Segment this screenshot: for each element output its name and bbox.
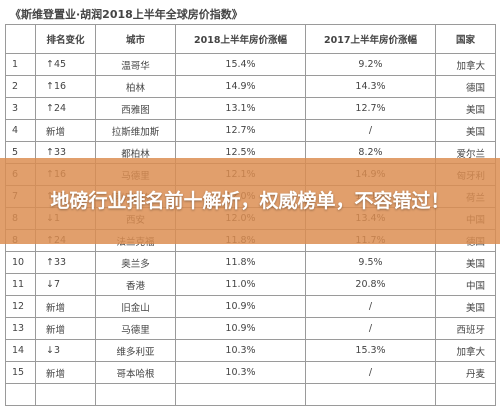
cell-rank xyxy=(5,383,36,406)
cell-country: 美国 xyxy=(435,97,496,120)
cell-h1-2018: 13.1% xyxy=(175,97,306,120)
cell-rank-change: ↑16 xyxy=(35,75,96,98)
cell-rank-change: 新增 xyxy=(35,119,96,142)
cell-h1-2018: 10.9% xyxy=(175,295,306,318)
cell-city: 西雅图 xyxy=(95,97,176,120)
cell-city: 柏林 xyxy=(95,75,176,98)
cell-rank-change: ↑33 xyxy=(35,251,96,274)
headline-banner: 地磅行业排名前十解析，权威榜单，不容错过！ xyxy=(0,158,500,244)
cell-city: 奥兰多 xyxy=(95,251,176,274)
cell-rank-change: 新增 xyxy=(35,317,96,340)
cell-city xyxy=(95,383,176,406)
cell-h1-2018: 11.0% xyxy=(175,273,306,296)
cell-h1-2017: / xyxy=(305,317,436,340)
cell-rank-change: ↑24 xyxy=(35,97,96,120)
table-row: 11 ↓7 香港 11.0% 20.8% 中国 xyxy=(5,273,496,296)
cell-country: 西班牙 xyxy=(435,317,496,340)
cell-country: 加拿大 xyxy=(435,339,496,362)
cell-city: 马德里 xyxy=(95,317,176,340)
cell-h1-2017: / xyxy=(305,361,436,384)
header-rank-change: 排名变化 xyxy=(35,24,96,54)
table-row: 13 新增 马德里 10.9% / 西班牙 xyxy=(5,317,496,340)
cell-rank-change: ↑45 xyxy=(35,53,96,76)
cell-city: 香港 xyxy=(95,273,176,296)
cell-h1-2018: 10.9% xyxy=(175,317,306,340)
table-row: 4 新增 拉斯维加斯 12.7% / 美国 xyxy=(5,119,496,142)
cell-h1-2017 xyxy=(305,383,436,406)
cell-rank: 14 xyxy=(5,339,36,362)
cell-h1-2017: 12.7% xyxy=(305,97,436,120)
header-rank xyxy=(5,24,36,54)
header-h1-2018: 2018上半年房价涨幅 xyxy=(175,24,306,54)
table-row xyxy=(5,383,496,406)
cell-city: 哥本哈根 xyxy=(95,361,176,384)
cell-rank: 10 xyxy=(5,251,36,274)
cell-h1-2017: 15.3% xyxy=(305,339,436,362)
cell-rank: 13 xyxy=(5,317,36,340)
cell-h1-2018: 14.9% xyxy=(175,75,306,98)
cell-h1-2018 xyxy=(175,383,306,406)
headline-text: 地磅行业排名前十解析，权威榜单，不容错过！ xyxy=(50,189,450,212)
cell-rank-change xyxy=(35,383,96,406)
header-city: 城市 xyxy=(95,24,176,54)
cell-rank-change: ↓3 xyxy=(35,339,96,362)
cell-rank-change: ↓7 xyxy=(35,273,96,296)
cell-h1-2018: 11.8% xyxy=(175,251,306,274)
table-row: 10 ↑33 奥兰多 11.8% 9.5% 美国 xyxy=(5,251,496,274)
cell-h1-2018: 15.4% xyxy=(175,53,306,76)
cell-country: 中国 xyxy=(435,273,496,296)
cell-rank: 12 xyxy=(5,295,36,318)
table-row: 1 ↑45 温哥华 15.4% 9.2% 加拿大 xyxy=(5,53,496,76)
cell-h1-2017: / xyxy=(305,295,436,318)
cell-rank: 11 xyxy=(5,273,36,296)
header-h1-2017: 2017上半年房价涨幅 xyxy=(305,24,436,54)
table-row: 14 ↓3 维多利亚 10.3% 15.3% 加拿大 xyxy=(5,339,496,362)
cell-h1-2017: 14.3% xyxy=(305,75,436,98)
cell-rank-change: 新增 xyxy=(35,295,96,318)
document-title: 《斯维登置业·胡润2018上半年全球房价指数》 xyxy=(10,8,243,21)
cell-country: 美国 xyxy=(435,119,496,142)
cell-h1-2018: 10.3% xyxy=(175,339,306,362)
table-row: 3 ↑24 西雅图 13.1% 12.7% 美国 xyxy=(5,97,496,120)
cell-country: 加拿大 xyxy=(435,53,496,76)
cell-rank: 2 xyxy=(5,75,36,98)
cell-rank: 4 xyxy=(5,119,36,142)
cell-h1-2017: / xyxy=(305,119,436,142)
cell-city: 维多利亚 xyxy=(95,339,176,362)
cell-country: 美国 xyxy=(435,251,496,274)
cell-h1-2017: 9.5% xyxy=(305,251,436,274)
cell-country: 丹麦 xyxy=(435,361,496,384)
cell-h1-2017: 9.2% xyxy=(305,53,436,76)
table-row: 15 新增 哥本哈根 10.3% / 丹麦 xyxy=(5,361,496,384)
cell-city: 温哥华 xyxy=(95,53,176,76)
cell-country: 美国 xyxy=(435,295,496,318)
cell-h1-2018: 12.7% xyxy=(175,119,306,142)
cell-country: 德国 xyxy=(435,75,496,98)
cell-rank: 3 xyxy=(5,97,36,120)
cell-city: 旧金山 xyxy=(95,295,176,318)
cell-city: 拉斯维加斯 xyxy=(95,119,176,142)
cell-h1-2018: 10.3% xyxy=(175,361,306,384)
cell-rank: 15 xyxy=(5,361,36,384)
cell-country xyxy=(435,383,496,406)
cell-rank-change: 新增 xyxy=(35,361,96,384)
table-row: 2 ↑16 柏林 14.9% 14.3% 德国 xyxy=(5,75,496,98)
table-header-row: 排名变化 城市 2018上半年房价涨幅 2017上半年房价涨幅 国家 xyxy=(5,24,496,54)
cell-rank: 1 xyxy=(5,53,36,76)
table-row: 12 新增 旧金山 10.9% / 美国 xyxy=(5,295,496,318)
cell-h1-2017: 20.8% xyxy=(305,273,436,296)
header-country: 国家 xyxy=(435,24,496,54)
